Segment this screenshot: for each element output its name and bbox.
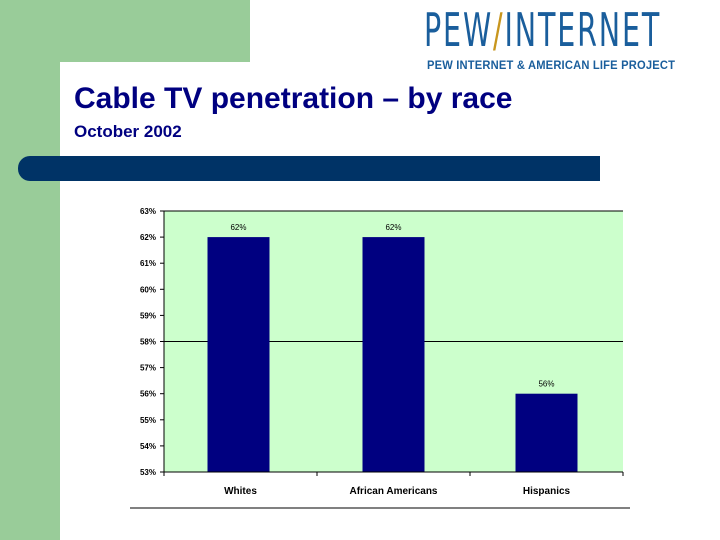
- category-label: Hispanics: [523, 486, 571, 497]
- y-tick-label: 59%: [140, 311, 156, 320]
- y-tick-label: 56%: [140, 390, 156, 399]
- data-label: 62%: [230, 223, 246, 232]
- y-tick-label: 54%: [140, 442, 156, 451]
- data-label: 62%: [385, 223, 401, 232]
- category-label: Whites: [224, 486, 257, 497]
- bar: [362, 237, 425, 472]
- y-tick-label: 58%: [140, 338, 156, 347]
- y-tick-label: 57%: [140, 364, 156, 373]
- logo-tagline: PEW INTERNET & AMERICAN LIFE PROJECT: [427, 58, 676, 72]
- y-tick-label: 61%: [140, 259, 156, 268]
- y-tick-label: 55%: [140, 416, 156, 425]
- y-tick-label: 60%: [140, 285, 156, 294]
- data-label: 56%: [538, 380, 554, 389]
- header-curve-decoration: [60, 62, 140, 142]
- pew-internet-logo: PEW/INTERNET: [424, 3, 659, 57]
- title-divider-bar: [18, 156, 600, 181]
- y-tick-label: 53%: [140, 468, 156, 477]
- bar: [515, 393, 578, 472]
- logo-text-internet: INTERNET: [504, 3, 662, 57]
- category-label: African Americans: [350, 486, 438, 497]
- y-tick-label: 63%: [140, 207, 156, 216]
- top-green-band: [0, 0, 250, 62]
- slide-subtitle: October 2002: [74, 122, 182, 141]
- y-tick-label: 62%: [140, 233, 156, 242]
- bar: [207, 237, 270, 472]
- left-green-band: [0, 0, 60, 540]
- logo-slash: /: [493, 3, 505, 57]
- slide-title: Cable TV penetration – by race: [74, 82, 513, 115]
- logo-text-pew: PEW: [424, 3, 494, 57]
